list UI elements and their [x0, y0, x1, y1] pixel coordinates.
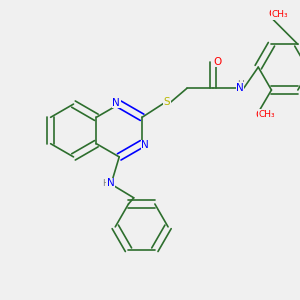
Text: O: O [213, 57, 222, 67]
Text: N: N [106, 178, 114, 188]
Text: N: N [141, 140, 149, 150]
Text: O: O [255, 110, 263, 120]
Text: CH₃: CH₃ [258, 110, 275, 119]
Text: O: O [268, 9, 277, 19]
Text: N: N [236, 83, 244, 93]
Text: H: H [103, 179, 109, 188]
Text: CH₃: CH₃ [272, 10, 288, 19]
Text: N: N [112, 98, 120, 108]
Text: H: H [237, 80, 243, 89]
Text: S: S [164, 97, 170, 107]
